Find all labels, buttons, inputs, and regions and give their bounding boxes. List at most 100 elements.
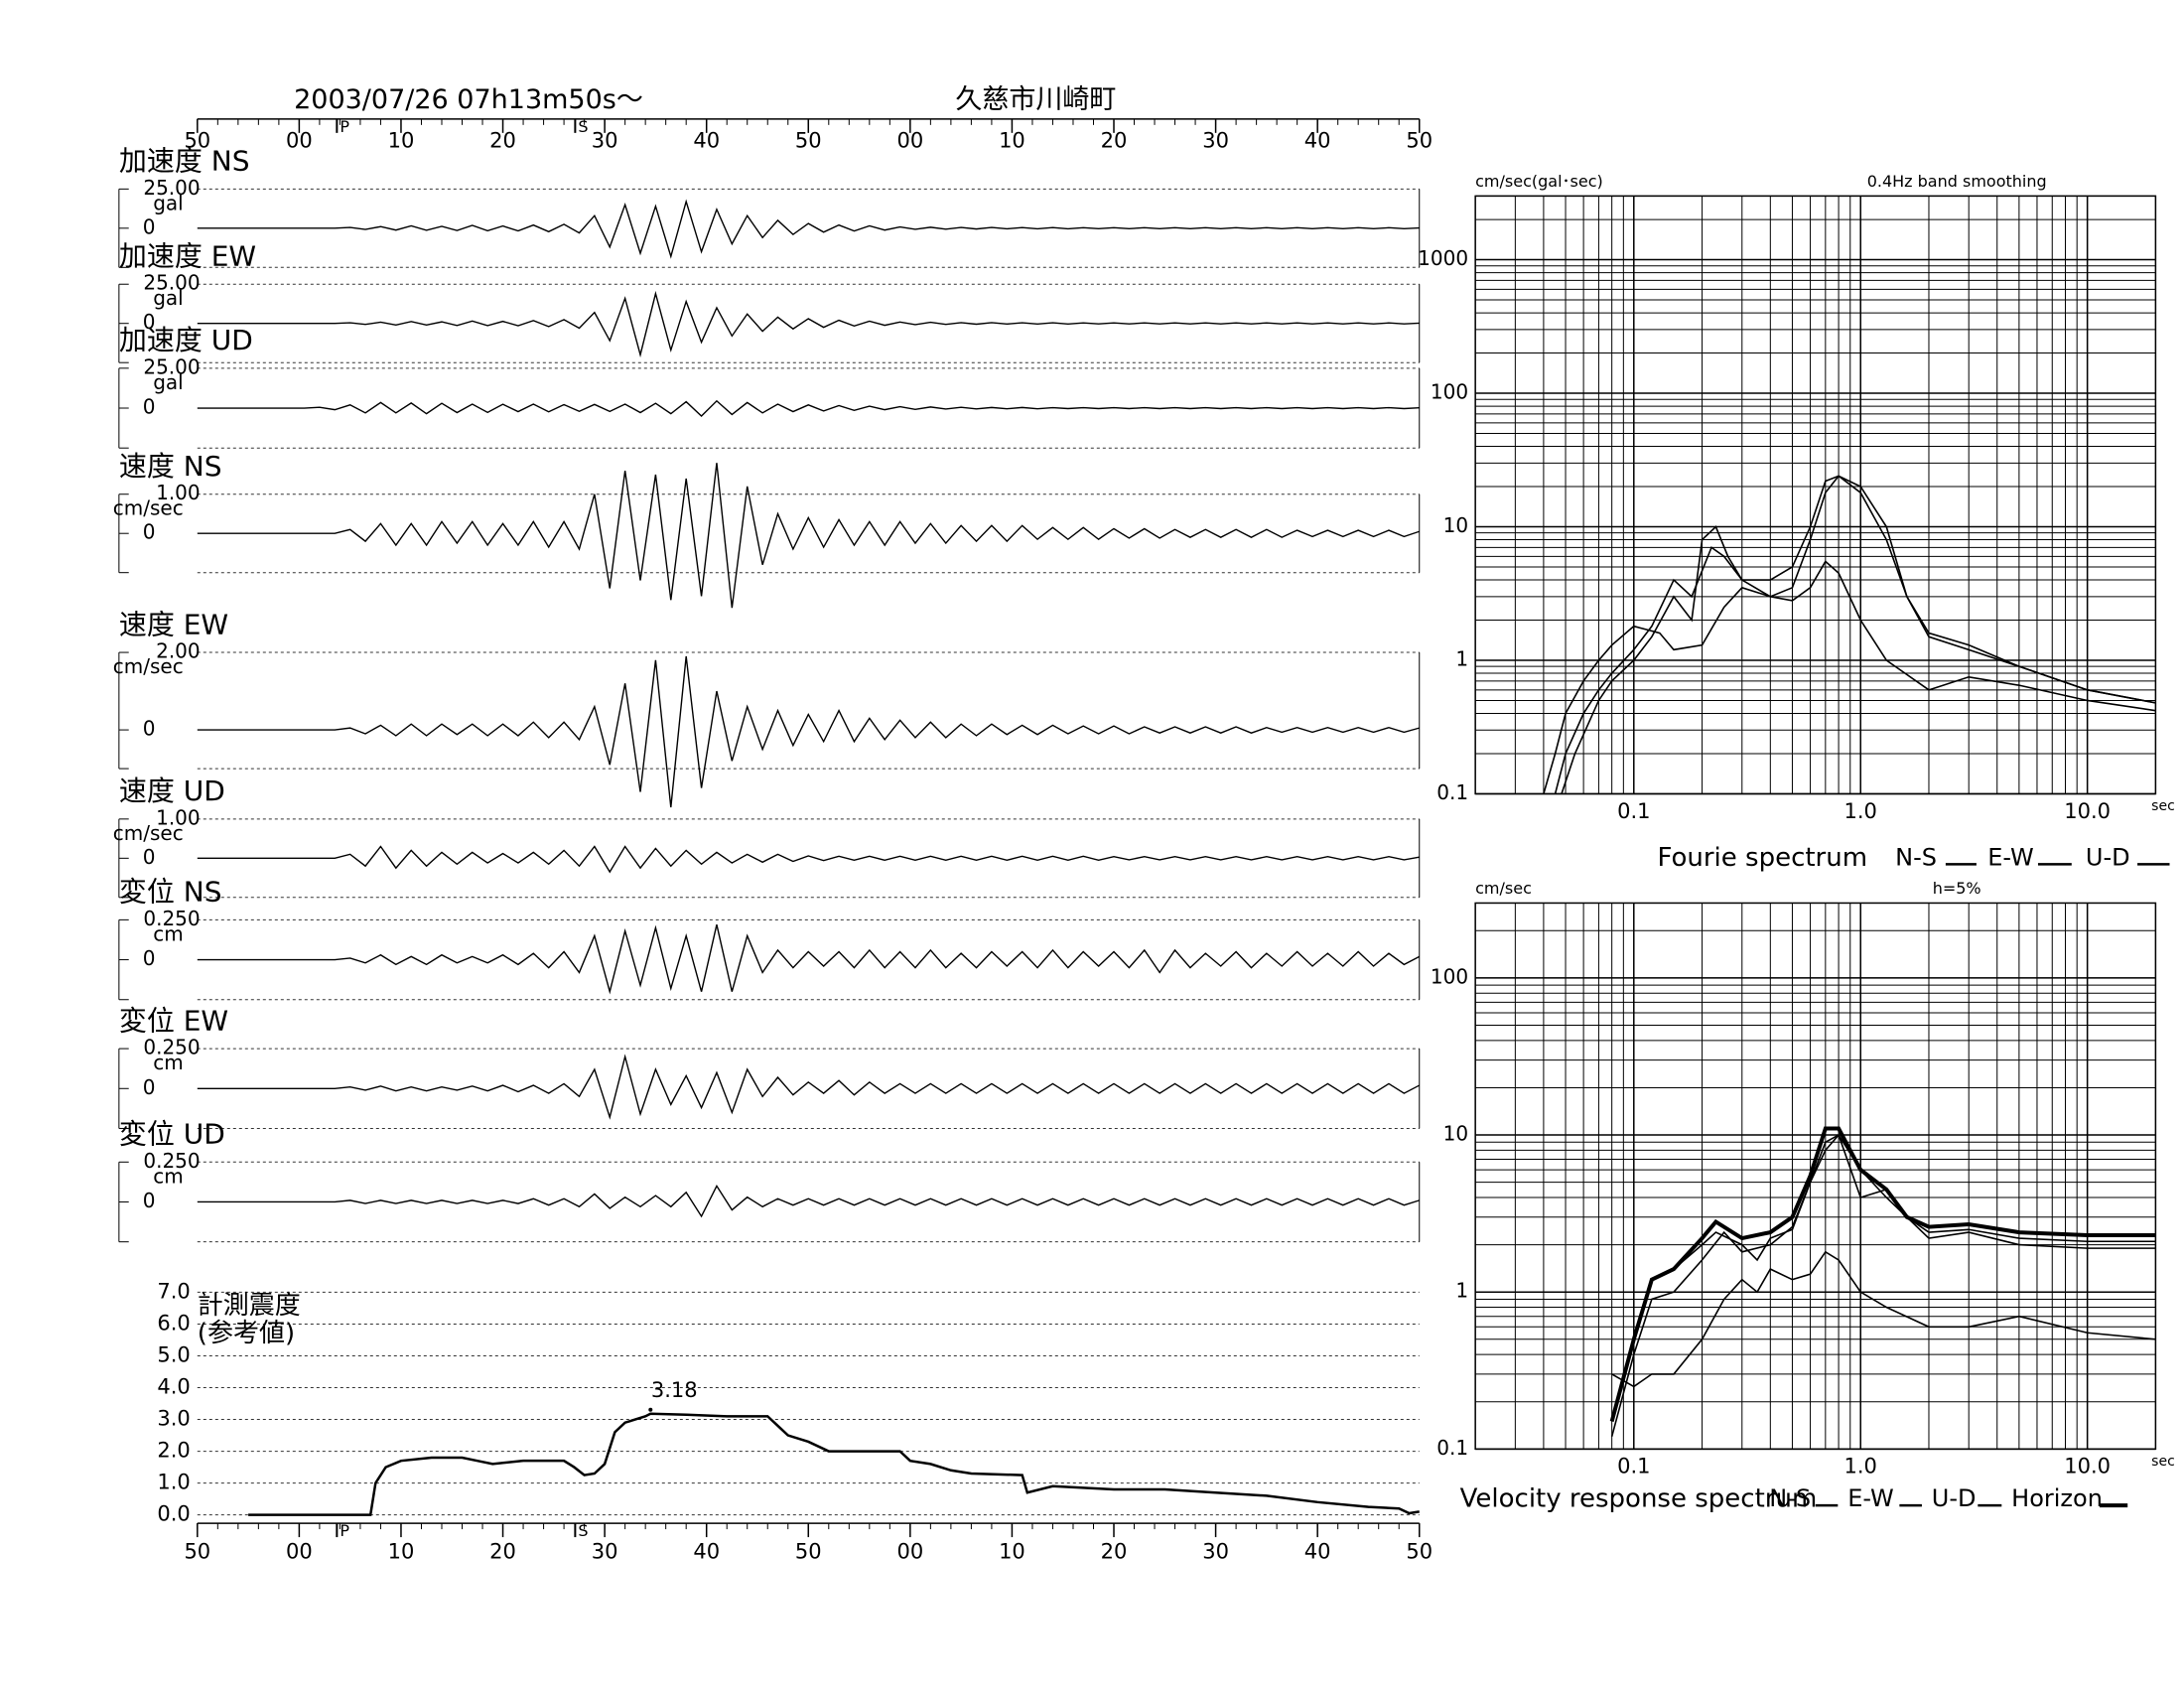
trace-label: 加速度 EW: [119, 239, 256, 272]
x-tick-label: 50: [795, 128, 822, 152]
trace-label: 速度 NS: [119, 450, 222, 483]
x-tick-label: 20: [489, 128, 516, 152]
x-tick-label: 0.1: [1617, 799, 1650, 823]
x-tick-label: 00: [286, 128, 313, 152]
x-tick-label: 0.1: [1617, 1455, 1650, 1478]
x-tick-label: 30: [592, 128, 618, 152]
spectrum-line: [1561, 475, 2156, 794]
x-tick-label: 20: [489, 1540, 516, 1564]
y-tick-label: 4.0: [157, 1375, 190, 1399]
y-tick-label: 0: [143, 1075, 156, 1099]
y-tick-label: 2.00: [156, 639, 201, 663]
spectrum-line: [1611, 1250, 2156, 1388]
x-tick-label: 30: [1202, 1540, 1229, 1564]
spectrum-line: [1609, 1126, 2156, 1423]
peak-label: 3.18: [651, 1378, 698, 1402]
waveform-trace: [197, 1054, 1421, 1120]
y-tick-label: 1000: [1418, 246, 1468, 270]
legend-label: Horizon: [2011, 1484, 2103, 1512]
trace-label: 速度 UD: [119, 774, 225, 807]
legend-label: E-W: [1847, 1484, 1894, 1512]
y-tick-label: 7.0: [157, 1279, 190, 1303]
peak-dot: [648, 1407, 653, 1412]
y-axis-label: cm/sec(gal･sec): [1475, 172, 1603, 191]
x-tick-label: 50: [184, 1540, 210, 1564]
spectrum-title: Velocity response spectrum: [1460, 1484, 1818, 1514]
waveform-trace: [197, 845, 1420, 874]
trace-unit: cm: [153, 1051, 183, 1074]
waveform-trace: [197, 290, 1420, 358]
record-title: 2003/07/26 07h13m50s〜: [294, 84, 643, 115]
waveform-trace: [197, 924, 1421, 995]
y-tick-label: 10: [1443, 513, 1468, 537]
note: h=5%: [1933, 879, 1981, 898]
intensity-line: [248, 1412, 1420, 1516]
spectrum-line: [1554, 475, 2156, 794]
y-tick-label: 1: [1455, 646, 1468, 670]
x-tick-label: 50: [184, 128, 210, 152]
y-tick-label: 0: [143, 214, 156, 238]
x-tick-label: 10.0: [2064, 1455, 2111, 1478]
x-tick-label: 00: [896, 1540, 923, 1564]
x-tick-label: 00: [286, 1540, 313, 1564]
y-tick-label: 0.1: [1436, 780, 1468, 804]
x-tick-label: 50: [1406, 128, 1433, 152]
waveform-trace: [197, 1184, 1420, 1218]
x-tick-label: 20: [1101, 1540, 1128, 1564]
waveform-trace: [197, 199, 1420, 259]
plot-frame: [1474, 902, 2157, 1451]
spectrum-title: Fourie spectrum: [1657, 843, 1867, 873]
y-tick-label: 0: [143, 520, 156, 544]
legend-label: N-S: [1769, 1484, 1811, 1512]
phase-label: S: [578, 1521, 588, 1540]
trace-unit: cm/sec: [113, 496, 184, 520]
x-tick-label: 40: [693, 128, 720, 152]
y-tick-label: 2.0: [157, 1439, 190, 1463]
y-tick-label: 10: [1443, 1122, 1468, 1146]
trace-unit: gal: [153, 191, 184, 214]
x-tick-label: 10: [999, 128, 1025, 152]
y-tick-label: 1.00: [156, 481, 201, 504]
x-tick-label: 1.0: [1844, 799, 1877, 823]
spectrum-line: [1610, 1133, 2156, 1438]
y-tick-label: 0.1: [1436, 1436, 1468, 1460]
y-axis-label: cm/sec: [1475, 879, 1532, 898]
y-tick-label: 100: [1431, 380, 1468, 404]
y-tick-label: 100: [1431, 964, 1468, 988]
x-tick-label: 40: [693, 1540, 720, 1564]
trace-unit: cm: [153, 921, 183, 945]
phase-label: P: [340, 117, 349, 136]
station-name: 久慈市川崎町: [955, 84, 1116, 115]
x-tick-label: 10: [388, 128, 415, 152]
y-tick-label: 0.250: [143, 1149, 200, 1173]
y-tick-label: 25.00: [143, 176, 200, 200]
phase-label: S: [578, 117, 588, 136]
y-tick-label: 1: [1455, 1279, 1468, 1303]
trace-unit: gal: [153, 370, 184, 394]
y-tick-label: 0: [143, 717, 156, 741]
x-tick-label: 20: [1101, 128, 1128, 152]
y-tick-label: 0: [143, 946, 156, 970]
x-tick-label: 00: [896, 128, 923, 152]
y-tick-label: 0: [143, 1189, 156, 1212]
trace-unit: gal: [153, 286, 184, 310]
y-tick-label: 5.0: [157, 1342, 190, 1366]
y-tick-label: 0: [143, 395, 156, 419]
x-axis-label: sec: [2151, 798, 2175, 814]
waveform-trace: [197, 655, 1420, 808]
trace-label: 速度 EW: [119, 608, 228, 640]
waveform-trace: [197, 463, 1420, 609]
trace-label: 加速度 UD: [119, 324, 253, 356]
x-tick-label: 50: [1406, 1540, 1433, 1564]
x-tick-label: 40: [1304, 128, 1331, 152]
x-tick-label: 10: [388, 1540, 415, 1564]
y-tick-label: 0.0: [157, 1502, 190, 1526]
y-tick-label: 0: [143, 310, 156, 334]
trace-label: 変位 EW: [119, 1004, 228, 1037]
x-axis-label: sec: [2151, 1454, 2175, 1470]
legend-label: U-D: [1932, 1484, 1977, 1512]
y-tick-label: 6.0: [157, 1311, 190, 1335]
y-tick-label: 3.0: [157, 1407, 190, 1431]
